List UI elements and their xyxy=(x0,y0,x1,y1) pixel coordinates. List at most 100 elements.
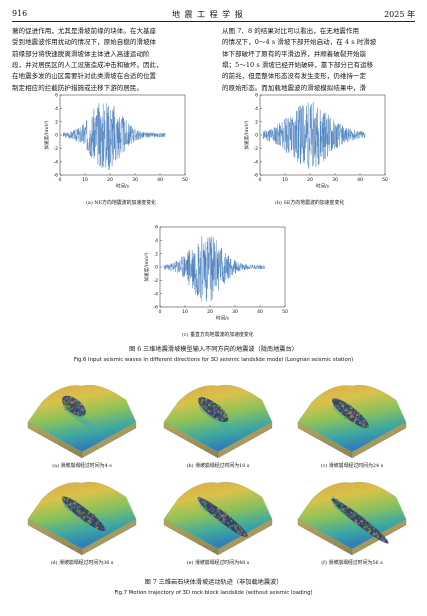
journal-year: 2025 年 xyxy=(384,10,415,19)
text-line: 从图 7、8 的结果对比可以看出，在无地震作用 xyxy=(222,27,360,35)
text-line: 的原始形态。而加载地震波的滑坡模拟结果中，滑 xyxy=(222,83,367,92)
x-tick-label: 10 xyxy=(82,177,88,183)
fig6-caption-cn: 图 6 三维地震滑坡模型输入不同方向的地震波（陇南地震台） xyxy=(129,346,298,353)
y-tick-label: 2 xyxy=(55,119,58,125)
text-line: 受到地震波作用扰动的情况下，原始自稳的滑坡体 xyxy=(12,38,157,47)
x-tick-label: 30 xyxy=(132,177,138,183)
text-line: 前缘部分将快速脱离滑坡体主体进入高速运动阶 xyxy=(12,49,150,58)
y-tick-label: 4 xyxy=(155,238,158,244)
x-axis-label: 时间/s xyxy=(316,183,330,190)
fig7-caption-cn: 图 7 三维岩石块体滑坡运动轨迹（非加载地震波） xyxy=(144,579,283,586)
landslide-panel-a: (a) 滑坡崩塌经过时间为4 s xyxy=(22,378,142,469)
terrain-image xyxy=(163,481,273,556)
y-tick-label: 6 xyxy=(55,93,58,99)
terrain-image xyxy=(27,384,137,459)
page-header: 916 地 震 工 程 学 报 2025 年 xyxy=(12,9,415,20)
landslide-panel-b: (b) 滑坡崩塌经过时间为10 s xyxy=(158,378,278,469)
text-line: 体下部破坏了原有的平滑边界，并顺着破裂开始崩 xyxy=(222,49,367,58)
landslide-panel-e: (e) 滑坡崩塌经过时间为48 s xyxy=(158,475,278,566)
fig7-caption-en: Fig.7 Motion trajectory of 3D rock block… xyxy=(114,590,313,596)
x-tick-label: 20 xyxy=(307,177,313,183)
y-tick-label: 4 xyxy=(255,106,258,112)
y-tick-label: -2 xyxy=(53,146,58,152)
landslide-panel-d: (d) 滑坡崩塌经过时间为36 s xyxy=(22,475,142,566)
y-tick-label: -6 xyxy=(253,173,258,179)
y-tick-label: -6 xyxy=(53,173,58,179)
x-tick-label: 10 xyxy=(282,177,288,183)
panel-caption: (e) 滑坡崩塌经过时间为48 s xyxy=(186,560,250,566)
y-axis-label: 加速度/(m/s²) xyxy=(143,252,150,281)
x-tick-label: 30 xyxy=(332,177,338,183)
landslide-mass xyxy=(61,496,106,532)
x-tick-label: 20 xyxy=(207,309,213,315)
text-line: 的情况下，0～4 s 滑坡下部开始启动，在 4 s 时滑坡 xyxy=(222,38,377,47)
x-tick-label: 0 xyxy=(159,309,162,315)
x-tick-label: 40 xyxy=(257,309,263,315)
landslide-mass xyxy=(332,398,370,429)
landslide-mass xyxy=(331,498,389,544)
y-tick-label: 6 xyxy=(155,225,158,231)
y-tick-label: 0 xyxy=(155,265,158,271)
y-tick-label: 4 xyxy=(55,106,58,112)
landslide-mass xyxy=(197,397,229,423)
y-tick-label: 2 xyxy=(155,251,158,257)
terrain-image xyxy=(27,481,137,556)
text-line: 的前兆，但是整体形态没有发生变形，仍维持一定 xyxy=(222,72,367,81)
terrain-image xyxy=(163,384,273,459)
x-tick-label: 40 xyxy=(357,177,363,183)
plot-frame xyxy=(159,226,286,308)
y-tick-label: 2 xyxy=(255,119,258,125)
terrain-valley xyxy=(62,398,108,438)
wave-plot-ne: 6 4 2 0 -2 -4 -6 0 10 20 30 40 50 时间/s 加速度/(m/s²) xyxy=(40,90,205,190)
x-axis-label: 时间/s xyxy=(216,315,230,322)
y-tick-label: 0 xyxy=(55,133,58,139)
text-line: 著的促进作用，尤其是滑坡前缘的块体。在大基座 xyxy=(12,27,157,35)
terrain-image xyxy=(297,481,407,556)
landslide-mass xyxy=(62,395,86,417)
text-line: 塌；5～10 s 滑坡已经开始破碎，靠下部分已有运移 xyxy=(222,60,374,69)
y-tick-label: -4 xyxy=(253,159,258,165)
header-rule xyxy=(12,21,415,22)
x-tick-label: 50 xyxy=(282,309,288,315)
panel-caption: (a) 滑坡崩塌经过时间为4 s xyxy=(52,463,112,469)
y-tick-label: -6 xyxy=(153,305,158,311)
x-tick-label: 20 xyxy=(107,177,113,183)
y-tick-label: -2 xyxy=(153,278,158,284)
x-tick-label: 0 xyxy=(259,177,262,183)
landslide-panel-f: (f) 滑坡崩塌经过时间为56 s xyxy=(292,475,412,566)
x-tick-label: 0 xyxy=(59,177,62,183)
y-tick-label: 0 xyxy=(255,133,258,139)
x-tick-label: 40 xyxy=(157,177,163,183)
page-number: 916 xyxy=(12,9,28,18)
landslide-panel-c: (c) 滑坡崩塌经过时间为24 s xyxy=(292,378,412,469)
y-axis-label: 加速度/(m/s²) xyxy=(43,120,50,149)
wave-plot-vertical: 6 4 2 0 -2 -4 -6 0 10 20 30 40 50 时间/s 加速度/(m/s²) xyxy=(140,222,305,322)
panel-caption: (d) 滑坡崩塌经过时间为36 s xyxy=(50,560,114,566)
panel-caption: (c) 滑坡崩塌经过时间为24 s xyxy=(320,463,384,469)
landslide-mass xyxy=(197,497,248,538)
text-line: 制定相应的拦截防护措施或迁移下游的居民。 xyxy=(12,83,143,92)
wave-plot-se: 6 4 2 0 -2 -4 -6 0 10 20 30 40 50 时间/s 加速度/(m/s²) xyxy=(240,90,405,190)
panel-caption: (f) 滑坡崩塌经过时间为56 s xyxy=(321,560,383,566)
terrain-image xyxy=(297,384,407,459)
y-tick-label: -2 xyxy=(253,146,258,152)
x-tick-label: 30 xyxy=(232,309,238,315)
fig6-caption-en: Fig.6 Input seismic waves in different d… xyxy=(73,357,354,363)
wave-caption-vertical: (c) 垂直方向地震波的加速度变化 xyxy=(182,332,254,338)
acceleration-series xyxy=(162,235,266,302)
text-line: 段，并对居民区的人工设施造成冲击和破坏。因此， xyxy=(12,60,163,69)
y-tick-label: -4 xyxy=(53,159,58,165)
x-tick-label: 50 xyxy=(182,177,188,183)
y-tick-label: 6 xyxy=(255,93,258,99)
panel-caption: (b) 滑坡崩塌经过时间为10 s xyxy=(186,463,250,469)
acceleration-series xyxy=(262,101,366,169)
y-axis-label: 加速度/(m/s²) xyxy=(243,120,250,149)
wave-caption-se: (b) SE方向地震波的加速度变化 xyxy=(275,200,345,206)
text-line: 在地震多发的山区需要针对此类滑坡在合适的位置 xyxy=(12,72,157,81)
wave-caption-ne: (a) NE方向地震波的加速度变化 xyxy=(86,200,156,206)
x-tick-label: 10 xyxy=(182,309,188,315)
y-tick-label: -4 xyxy=(153,291,158,297)
